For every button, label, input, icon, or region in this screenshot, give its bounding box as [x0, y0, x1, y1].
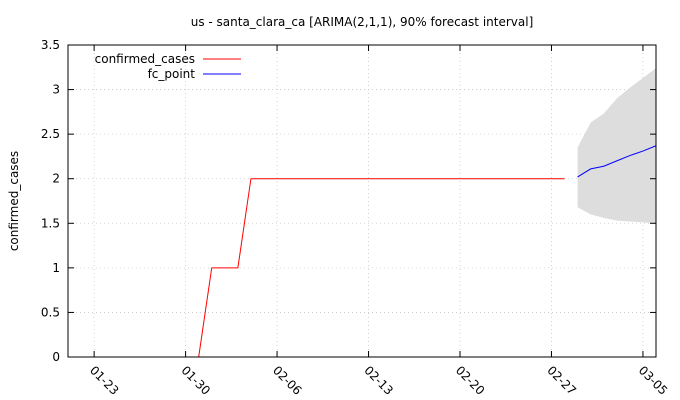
series-line-confirmed-cases — [198, 178, 565, 358]
forecast-interval-area — [577, 68, 656, 224]
y-axis-label: confirmed_cases — [7, 151, 21, 251]
x-tick-label: 01-23 — [87, 363, 122, 398]
y-tick-label: 3 — [52, 83, 60, 97]
forecast-interval-band — [577, 68, 656, 224]
grid — [68, 45, 656, 357]
legend-label: confirmed_cases — [95, 52, 195, 66]
series-line-fc-point — [577, 145, 657, 178]
x-tick-label: 03-05 — [636, 363, 671, 398]
y-tick-label: 3.5 — [41, 38, 60, 52]
axes: 0 0.5 1 1.5 2 2.5 3 3.5 01-23 01-30 02-06 02-13 02-2… — [41, 38, 670, 398]
series-lines — [198, 145, 657, 358]
y-tick-label: 0 — [52, 350, 60, 364]
y-tick-label: 2.5 — [41, 127, 60, 141]
y-tick-label: 2 — [52, 172, 60, 186]
x-tick-label: 02-20 — [453, 363, 488, 398]
y-tick-label: 0.5 — [41, 305, 60, 319]
x-tick-label: 01-30 — [178, 363, 213, 398]
y-tick-label: 1 — [52, 261, 60, 275]
plot-border — [67, 44, 657, 358]
y-tick-label: 1.5 — [41, 216, 60, 230]
x-tick-label: 02-27 — [544, 363, 579, 398]
chart-title: us - santa_clara_ca [ARIMA(2,1,1), 90% f… — [191, 15, 534, 29]
x-tick-label: 02-06 — [270, 363, 305, 398]
legend-label: fc_point — [148, 67, 196, 81]
x-tick-label: 02-13 — [361, 363, 396, 398]
